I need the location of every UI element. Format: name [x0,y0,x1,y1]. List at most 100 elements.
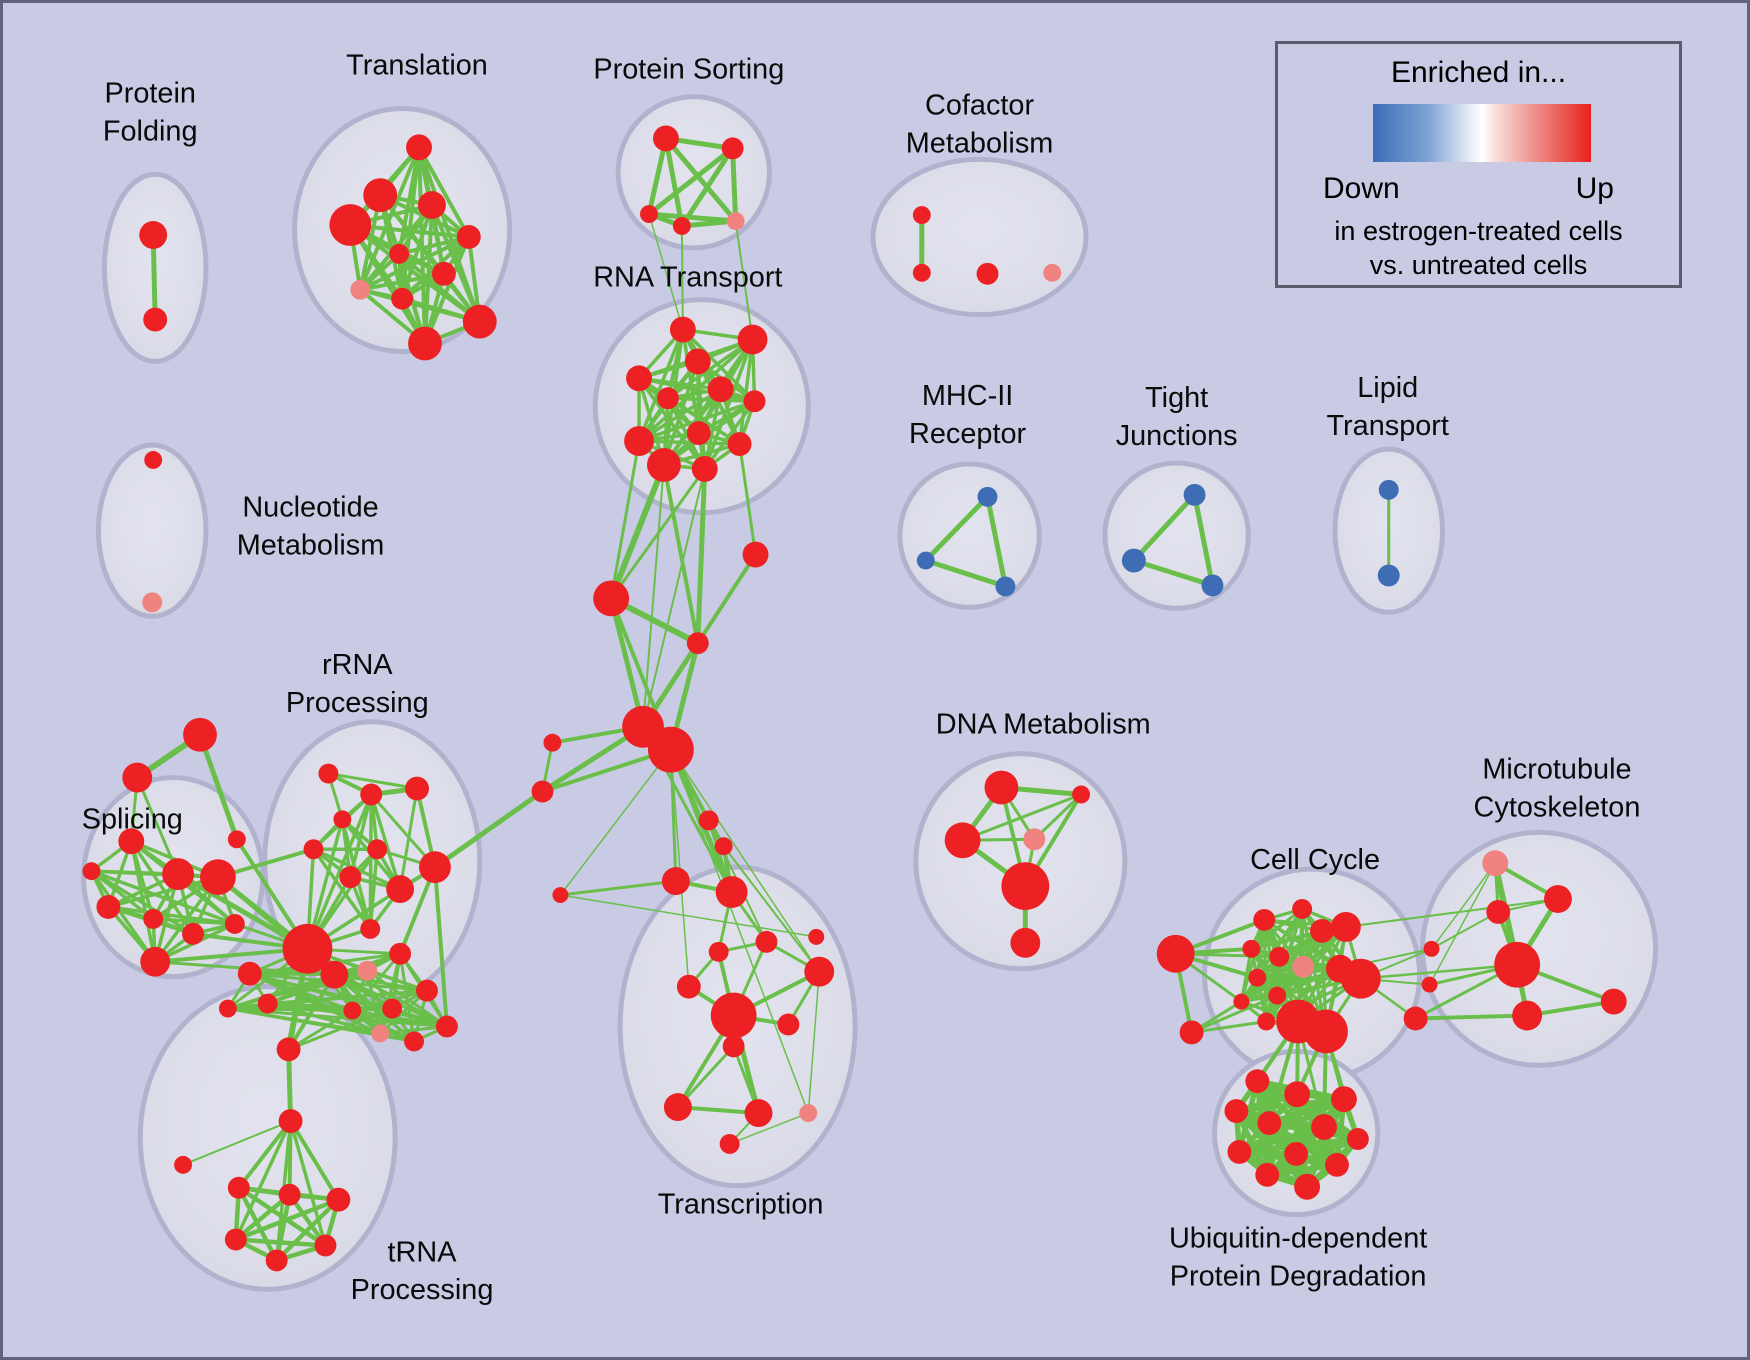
node-t9[interactable] [391,287,414,310]
node-r7[interactable] [339,866,362,889]
node-c6[interactable] [543,733,562,752]
node-u11[interactable] [1255,1162,1280,1187]
node-cf4[interactable] [1043,263,1062,282]
node-c5[interactable] [648,726,694,773]
node-d1[interactable] [984,770,1019,805]
node-r6[interactable] [303,839,324,860]
node-d2[interactable] [1072,785,1091,804]
node-r13[interactable] [357,960,378,981]
node-mt9[interactable] [1600,988,1627,1015]
node-t1[interactable] [406,134,432,161]
node-r22[interactable] [237,961,262,986]
node-rt10[interactable] [727,432,752,456]
node-tr13[interactable] [719,1133,740,1154]
node-x1[interactable] [183,717,217,752]
node-cf2[interactable] [912,263,931,282]
node-t10[interactable] [462,304,497,339]
node-d3[interactable] [944,822,981,859]
node-mt1[interactable] [1482,850,1509,877]
node-t4[interactable] [329,204,372,246]
node-lt2[interactable] [1377,564,1400,587]
node-cc3[interactable] [1253,908,1276,931]
node-rt3[interactable] [684,348,711,375]
node-r2[interactable] [360,783,383,806]
node-u1[interactable] [1245,1069,1270,1094]
node-rt6[interactable] [707,376,734,403]
node-r20[interactable] [435,1015,458,1038]
node-nm1[interactable] [144,451,163,469]
node-tr5[interactable] [804,956,835,987]
node-r5[interactable] [367,839,388,860]
node-c2[interactable] [686,632,709,655]
node-tj2[interactable] [1121,548,1146,573]
node-u10[interactable] [1325,1152,1349,1177]
node-d4[interactable] [1023,828,1046,851]
node-tn5[interactable] [326,1187,351,1212]
node-pf1[interactable] [139,221,168,249]
node-sp3[interactable] [199,859,236,896]
node-r11[interactable] [320,960,349,989]
node-r21[interactable] [276,1037,301,1062]
node-c7[interactable] [531,780,554,803]
node-d6[interactable] [1010,927,1041,958]
node-r1[interactable] [318,763,339,784]
node-sp8[interactable] [224,913,245,934]
node-r10[interactable] [282,923,333,974]
node-u3[interactable] [1330,1086,1357,1113]
node-cc2[interactable] [1179,1020,1204,1045]
node-t7[interactable] [431,261,456,286]
node-t8[interactable] [350,279,371,300]
node-r18[interactable] [371,1024,390,1043]
node-tr4[interactable] [708,941,729,962]
node-t3[interactable] [418,191,446,220]
node-sp5[interactable] [143,908,164,929]
node-ps2[interactable] [721,137,744,160]
node-r12[interactable] [360,918,381,939]
node-m1[interactable] [977,486,998,507]
node-u4[interactable] [1224,1099,1249,1124]
node-u8[interactable] [1227,1139,1252,1164]
node-u7[interactable] [1346,1128,1369,1150]
node-rt2[interactable] [737,324,768,355]
node-t11[interactable] [408,326,442,361]
node-cc13[interactable] [1268,986,1287,1005]
node-u5[interactable] [1257,1111,1282,1135]
node-mt6[interactable] [1421,976,1438,993]
node-u2[interactable] [1284,1081,1311,1108]
node-cc11[interactable] [1340,958,1381,999]
node-tj1[interactable] [1183,483,1206,506]
node-m2[interactable] [916,551,935,570]
node-tr6[interactable] [676,974,701,999]
node-tc1[interactable] [698,810,719,831]
node-r4[interactable] [333,810,352,829]
node-ln1[interactable] [808,928,825,945]
node-t5[interactable] [456,225,481,249]
node-rt4[interactable] [626,365,652,392]
node-ps3[interactable] [640,205,658,224]
node-r19[interactable] [404,1031,424,1052]
node-tr11[interactable] [744,1099,773,1128]
node-sp4[interactable] [96,895,121,919]
node-tr9[interactable] [722,1035,745,1058]
node-rt11[interactable] [647,448,681,482]
node-tn7[interactable] [265,1249,288,1272]
node-pf2[interactable] [143,307,168,332]
node-u9[interactable] [1284,1141,1309,1166]
node-m3[interactable] [995,576,1016,597]
node-c1[interactable] [593,580,630,617]
node-tr8[interactable] [777,1013,800,1036]
node-sp1[interactable] [118,828,145,855]
node-rt12[interactable] [691,455,718,482]
node-c3[interactable] [742,541,769,568]
node-r17[interactable] [343,1001,362,1020]
node-ps5[interactable] [726,212,745,230]
node-nm2[interactable] [142,592,163,613]
node-cf1[interactable] [912,206,931,225]
node-r14[interactable] [389,942,412,965]
node-t2[interactable] [363,178,398,213]
node-cc4[interactable] [1292,899,1313,919]
node-cc1[interactable] [1156,934,1195,973]
node-tr7[interactable] [710,992,757,1039]
node-r16[interactable] [382,998,403,1019]
node-tn8[interactable] [314,1234,337,1257]
